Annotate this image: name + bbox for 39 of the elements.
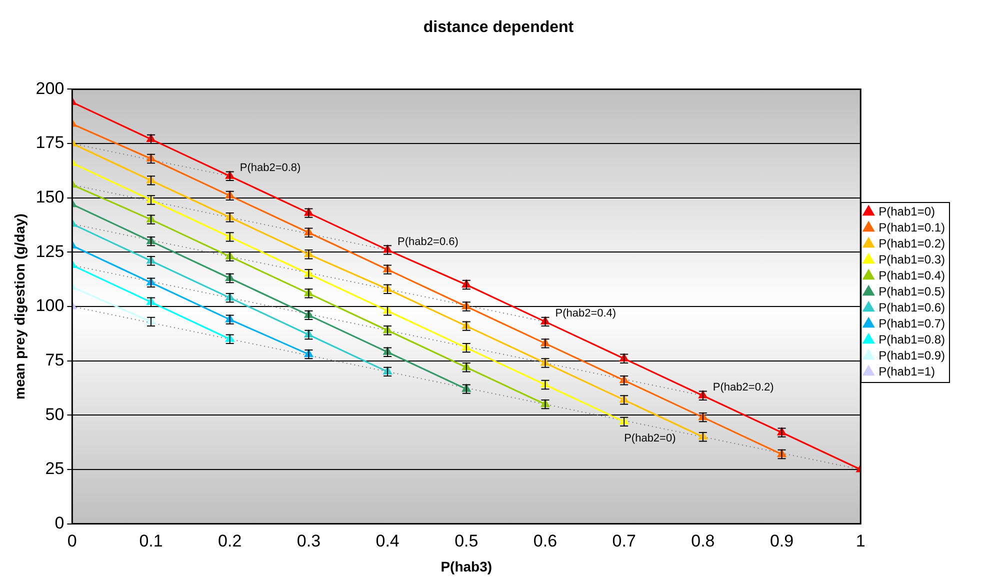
y-tick-label: 50 bbox=[45, 404, 64, 424]
y-tick-label: 175 bbox=[36, 133, 64, 152]
x-tick-label: 0.6 bbox=[533, 532, 558, 551]
legend-label: P(hab1=0.2) bbox=[878, 236, 946, 250]
series-label: P(hab2=0) bbox=[624, 432, 676, 445]
x-tick-label: 0.4 bbox=[376, 532, 400, 551]
legend-label: P(hab1=0.6) bbox=[878, 300, 946, 314]
y-tick-label: 150 bbox=[36, 188, 64, 207]
x-axis-title: P(hab3) bbox=[440, 558, 492, 574]
legend-label: P(hab1=0.4) bbox=[878, 268, 946, 282]
y-tick-label: 100 bbox=[36, 296, 64, 316]
x-tick-label: 0.2 bbox=[218, 532, 242, 551]
x-tick-label: 1 bbox=[856, 532, 866, 551]
series-label: P(hab2=0.2) bbox=[712, 382, 774, 394]
legend-label: P(hab1=0.5) bbox=[878, 284, 946, 298]
y-tick-label: 75 bbox=[45, 350, 64, 370]
y-axis-title: mean prey digestion (g/day) bbox=[11, 214, 28, 400]
x-tick-label: 0.8 bbox=[691, 532, 715, 551]
legend-label: P(hab1=0.3) bbox=[878, 252, 946, 266]
x-tick-label: 0.5 bbox=[454, 532, 478, 551]
chart-title: distance dependent bbox=[423, 19, 574, 36]
legend-label: P(hab1=0.9) bbox=[878, 348, 946, 362]
y-tick-label: 200 bbox=[36, 78, 64, 98]
legend-label: P(hab1=1) bbox=[878, 364, 935, 378]
x-tick-label: 0.7 bbox=[612, 532, 636, 551]
y-tick-label: 0 bbox=[54, 513, 64, 532]
series-label: P(hab2=0.6) bbox=[398, 236, 458, 248]
y-tick-label: 25 bbox=[45, 459, 64, 478]
x-tick-label: 0.9 bbox=[770, 532, 794, 551]
legend-label: P(hab1=0.8) bbox=[878, 332, 946, 346]
x-tick-label: 0 bbox=[67, 532, 77, 551]
x-tick-label: 0.3 bbox=[296, 532, 321, 551]
legend-label: P(hab1=0) bbox=[878, 204, 935, 218]
series-label: P(hab2=0.8) bbox=[240, 162, 301, 174]
x-tick-label: 0.1 bbox=[139, 532, 163, 551]
legend-label: P(hab1=0.1) bbox=[878, 220, 946, 234]
y-tick-label: 125 bbox=[36, 242, 64, 261]
series-label: P(hab2=0.4) bbox=[555, 308, 616, 320]
legend-label: P(hab1=0.7) bbox=[878, 316, 946, 330]
